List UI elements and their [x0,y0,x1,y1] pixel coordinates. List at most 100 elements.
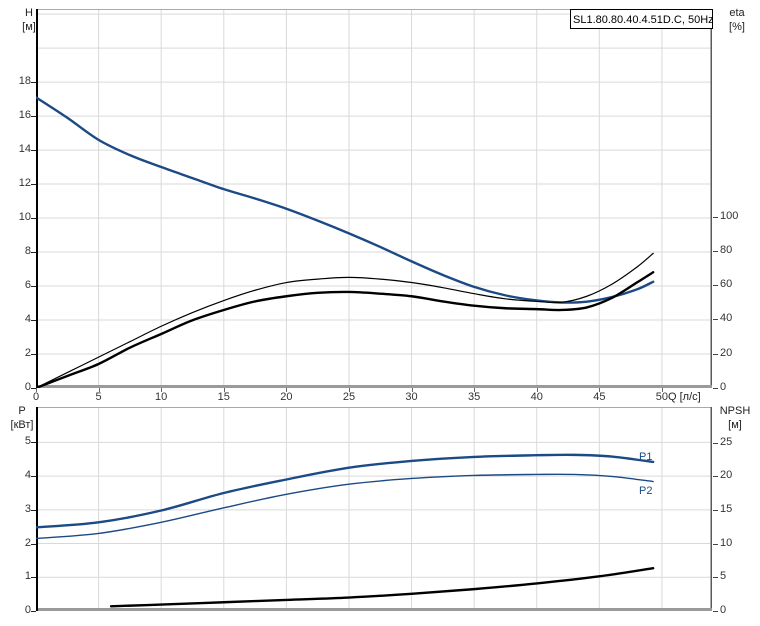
hq-eta-chart-yright-tick: 80 [720,243,733,256]
hq-eta-chart-yright-tickmark [713,353,718,355]
power-npsh-chart-yleft-tickmark [31,611,36,612]
power-npsh-chart-yright-tick: 10 [720,536,733,549]
hq-eta-chart-x-tickmark [36,388,37,392]
hq-eta-chart-yleft-tickmark [31,116,36,118]
eta-axis-label: eta [%] [720,6,754,34]
hq-eta-chart-x-tickmark [98,388,100,392]
hq-eta-chart-yleft-tick: 0 [24,381,31,393]
npsh-axis-label-symbol: NPSH [719,405,751,417]
hq-eta-chart-x-tickmark [161,388,163,392]
hq-eta-chart-yleft-tickmark [31,184,36,186]
hq-eta-chart-yright-tickmark [713,285,718,287]
hq-eta-chart-x-tickmark [599,388,601,392]
power-npsh-chart-yright-tickmark [713,577,718,579]
hq-eta-chart-yleft-tickmark [31,354,36,355]
power-npsh-chart-yleft-tick: 5 [24,435,31,448]
hq-eta-chart-yleft-tickmark [31,218,36,220]
hq-eta-chart-x-tickmark [286,388,288,392]
hq-eta-chart-yright-tick: 40 [720,312,733,325]
hq-eta-chart-x-tick: 0 [32,391,40,403]
hq-eta-chart-yright-tick: 20 [720,346,733,359]
power-npsh-chart-yleft-tickmark [31,476,36,478]
power-npsh-chart-canvas [36,407,712,611]
hq-eta-chart-yright-tick: 0 [720,381,727,393]
hq-eta-chart-x-tickmark [411,388,413,392]
hq-eta-chart-yleft-tickmark [31,252,36,254]
hq-eta-chart-yleft-tick: 8 [24,245,31,258]
npsh-curve [109,567,655,608]
npsh-axis-label: NPSH [м] [712,404,758,432]
hq-eta-chart-yright-tick: 60 [720,278,733,291]
hq-eta-chart-yright-tick: 100 [720,209,739,222]
p1-curve [36,453,655,529]
hq-eta-chart-yleft-tick: 4 [24,313,31,326]
power-npsh-chart-yright-tickmark [713,611,718,612]
eta-axis-label-unit: [%] [729,21,745,33]
power-npsh-chart-yleft-tick: 3 [24,502,31,515]
hq-eta-chart-x-tick: 5 [95,391,102,403]
hq-eta-chart-x-tick: 50 [655,391,669,403]
power-npsh-chart-yleft-tick: 0 [24,604,31,616]
hq-eta-chart-yleft-tickmark [31,150,36,152]
hq-eta-chart-yleft-tick: 12 [18,177,31,190]
hq-eta-chart-x-tick: 20 [280,391,293,403]
hq-eta-chart-yleft-tickmark [31,388,36,389]
hq-eta-chart-yleft-tick: 10 [18,211,31,224]
hq-eta-chart-yleft-tick: 2 [24,347,31,359]
h-axis-label-symbol: H [25,7,33,19]
hq-eta-chart-x-tick: 30 [405,391,418,403]
power-npsh-chart-yleft-tick: 2 [24,536,31,549]
hq-eta-chart-yright-tickmark [713,216,718,218]
power-npsh-plot-area [36,407,712,611]
power-npsh-chart-yright-tickmark [713,442,718,444]
power-npsh-chart-yright-tickmark [713,543,718,545]
hq-eta-chart-x-tickmark [474,388,476,392]
power-npsh-chart-yleft-tick: 1 [24,570,31,583]
power-npsh-chart-yleft-tickmark [31,577,36,579]
npsh-axis-label-unit: [м] [728,419,742,431]
hq-eta-chart-x-tick: 35 [468,391,481,403]
hq-eta-chart-x-tickmark [348,388,350,392]
p2-curve [36,473,654,540]
hq-eta-chart-canvas [36,9,712,388]
hq-eta-chart-yleft-tick: 6 [24,279,31,292]
hq-eta-chart-x-tick: 40 [530,391,543,403]
power-npsh-chart-yright-tickmark [713,510,718,511]
hq-eta-chart-yleft-tick: 16 [18,109,31,122]
power-npsh-chart-yleft-tick: 4 [24,469,31,482]
h-axis-label: H [м] [14,6,44,34]
power-npsh-chart-yleft-tickmark [31,543,36,545]
hq-eta-chart-yleft-tick: 14 [18,143,31,156]
p-axis-label-unit: [кВт] [10,419,34,431]
power-npsh-chart-yright-tick: 20 [720,469,733,482]
hq-eta-chart-x-tick: 10 [155,391,168,403]
h-curve [36,96,655,304]
eta-thin-curve [36,252,654,388]
p-axis-label: P [кВт] [2,404,42,432]
pump-model-title: SL1.80.80.40.4.51D.C, 50Hz [570,9,714,29]
power-npsh-chart-yright-tick: 15 [720,503,733,515]
power-npsh-chart-yleft-tickmark [31,509,36,511]
hq-eta-plot-area [36,9,712,388]
power-npsh-chart-yright-tick: 5 [720,570,727,583]
hq-eta-chart-yright-tickmark [713,388,718,389]
hq-eta-chart-x-tickmark [223,388,225,392]
hq-eta-chart-yleft-tickmark [31,320,36,322]
power-npsh-chart-yright-tick: 0 [720,604,727,616]
hq-eta-chart-x-tickmark [661,388,663,392]
p2-curve-label: P2 [639,485,653,497]
h-axis-label-unit: [м] [22,21,36,33]
q-axis-label: Q [л/с] [668,391,701,403]
hq-eta-chart-x-tick: 25 [342,391,356,403]
hq-eta-chart-x-tick: 45 [593,391,606,403]
hq-eta-chart-yleft-tick: 18 [18,75,31,88]
hq-eta-chart-yright-tickmark [713,250,718,252]
hq-eta-chart-yleft-tickmark [31,286,36,288]
hq-eta-chart-yright-tickmark [713,319,718,321]
hq-eta-chart-x-tickmark [536,388,538,392]
p-axis-label-symbol: P [18,405,26,417]
power-npsh-chart-yright-tick: 25 [720,435,733,448]
power-npsh-chart-yleft-tickmark [31,442,36,444]
power-npsh-chart-yright-tickmark [713,476,718,478]
